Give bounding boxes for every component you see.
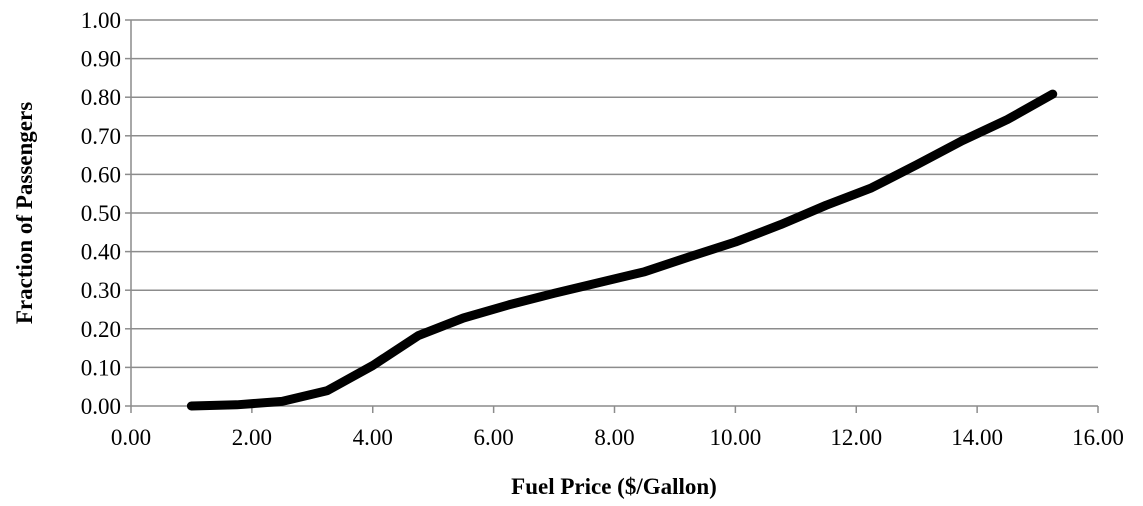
x-tick-label: 16.00	[1072, 425, 1124, 450]
axes	[125, 19, 1099, 413]
y-tick-label: 0.50	[81, 201, 121, 226]
y-tick-label: 0.00	[81, 394, 121, 419]
y-tick-label: 0.20	[81, 317, 121, 342]
x-tick-label: 12.00	[830, 425, 882, 450]
x-axis-title: Fuel Price ($/Gallon)	[511, 474, 717, 499]
y-tick-label: 0.60	[81, 162, 121, 187]
gridlines	[131, 19, 1098, 369]
x-tick-label: 4.00	[353, 425, 393, 450]
y-tick-label: 1.00	[81, 8, 121, 33]
x-tick-label: 0.00	[111, 425, 151, 450]
series	[186, 89, 1058, 411]
x-tick-label: 10.00	[710, 425, 762, 450]
series-line	[186, 89, 1058, 411]
x-tick-label: 14.00	[951, 425, 1003, 450]
y-tick-label: 0.90	[81, 47, 121, 72]
y-axis-title: Fraction of Passengers	[12, 102, 37, 324]
y-tick-label: 0.70	[81, 124, 121, 149]
y-tick-label: 0.10	[81, 355, 121, 380]
x-tick-label: 8.00	[594, 425, 634, 450]
y-tick-label: 0.40	[81, 240, 121, 265]
x-tick-label: 2.00	[232, 425, 272, 450]
tick-labels: 0.00 0.10 0.20 0.30 0.40 0.50 0.60 0.70 0.80 0.90…	[81, 8, 1124, 450]
y-tick-label: 0.30	[81, 278, 121, 303]
y-tick-label: 0.80	[81, 85, 121, 110]
x-tick-label: 6.00	[474, 425, 514, 450]
